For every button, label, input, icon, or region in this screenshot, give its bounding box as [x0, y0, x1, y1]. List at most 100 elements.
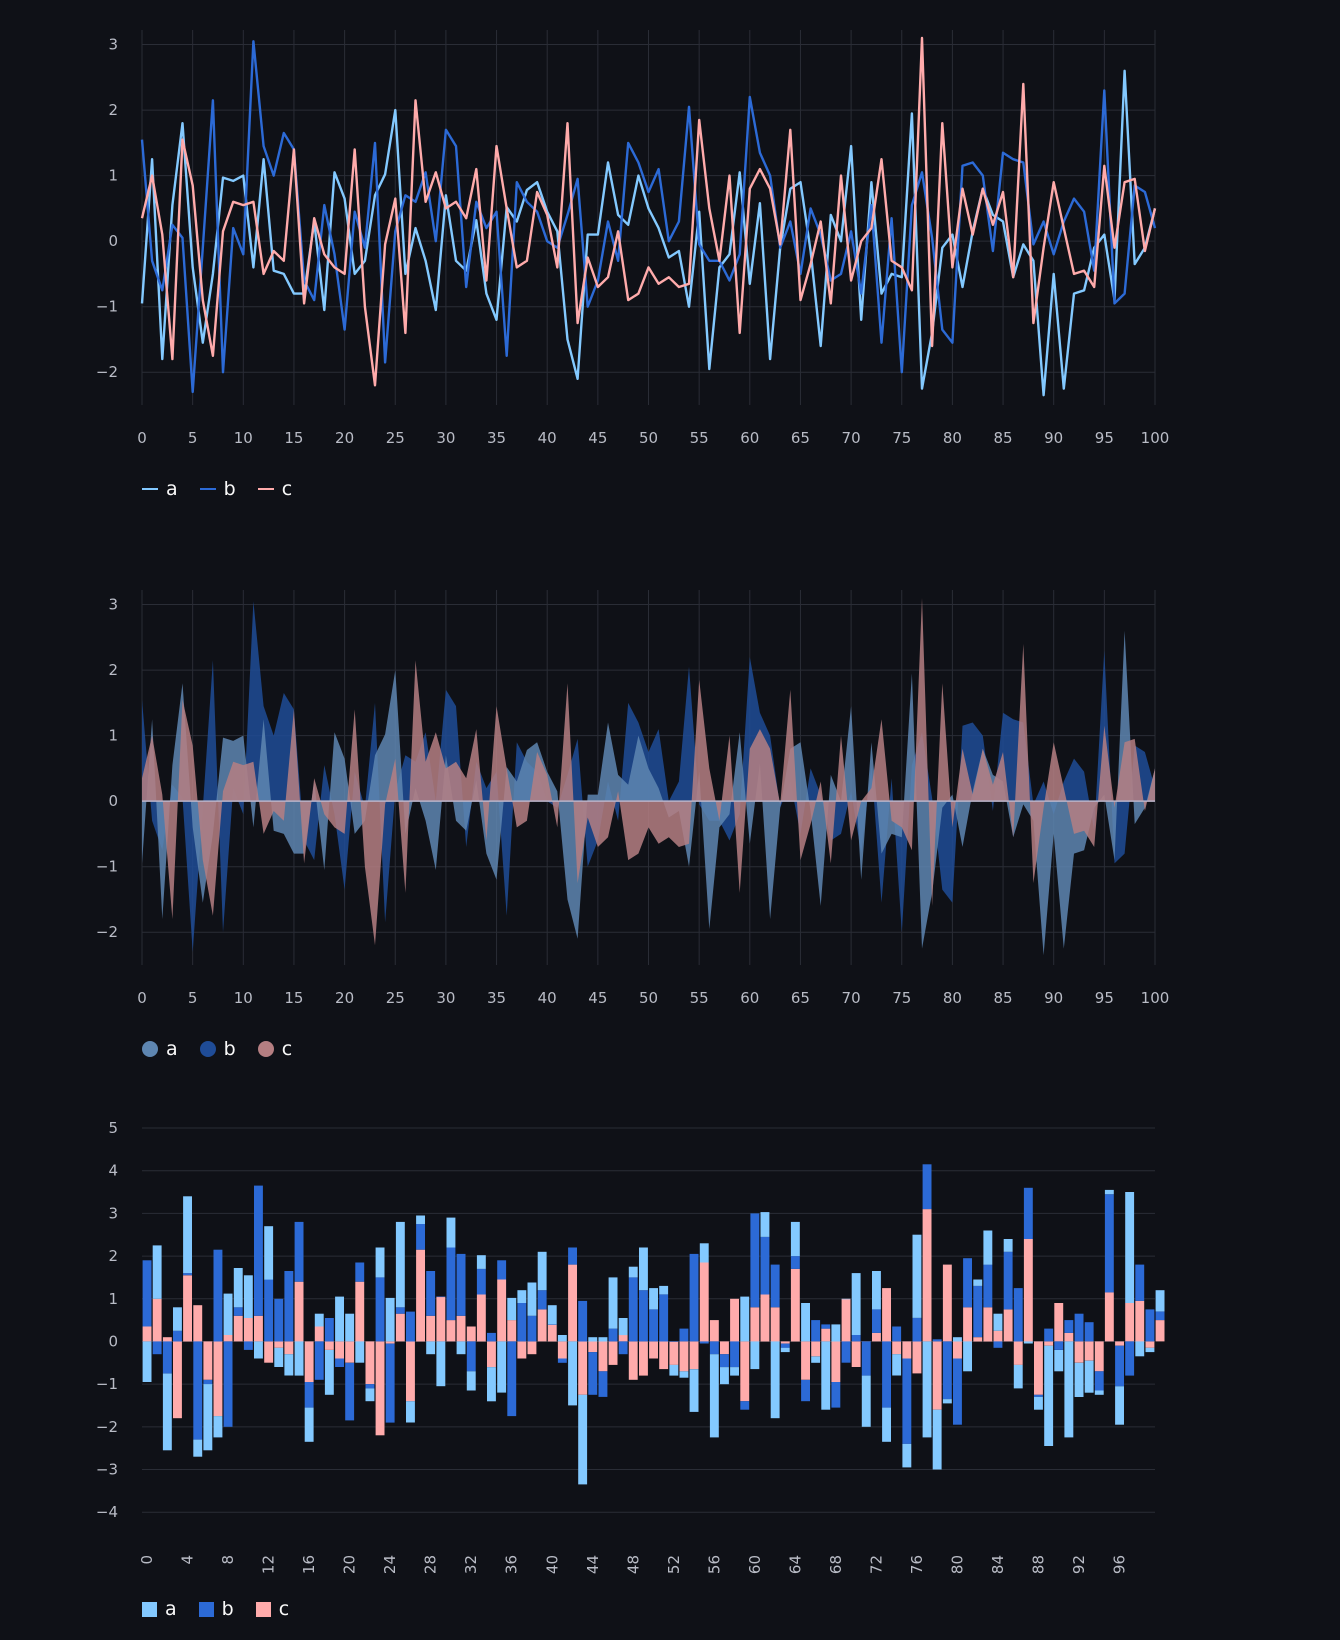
bar-segment-c [385, 1341, 395, 1344]
bar-segment-b [456, 1253, 466, 1316]
bar-segment-b [243, 1341, 253, 1350]
bar-segment-c [770, 1307, 780, 1342]
x-tick-label: 30 [436, 989, 455, 1007]
x-tick-label: 44 [584, 1555, 602, 1574]
y-tick-label: −3 [96, 1461, 118, 1479]
x-tick-label: 15 [284, 989, 303, 1007]
bar-segment-a [1023, 1341, 1033, 1344]
bar-segment-b [851, 1335, 861, 1342]
bar-segment-c [1135, 1300, 1145, 1342]
bar-segment-c [730, 1298, 739, 1342]
bar-segment-c [699, 1262, 709, 1342]
bar-segment-a [912, 1234, 922, 1318]
x-tick-label: 36 [503, 1555, 521, 1574]
legend-item-c[interactable]: c [257, 1038, 293, 1060]
bar-segment-b [1104, 1194, 1114, 1293]
bar-segment-c [1023, 1239, 1033, 1342]
x-tick-label: 85 [994, 429, 1013, 447]
x-tick-label: 45 [588, 429, 607, 447]
bar-segment-b [872, 1309, 881, 1333]
bar-segment-c [1155, 1320, 1165, 1342]
y-tick-label: −2 [96, 363, 118, 381]
x-tick-label: 20 [335, 989, 354, 1007]
bar-segment-b [709, 1341, 719, 1355]
bar-segment-a [831, 1324, 841, 1342]
legend-label: c [281, 1038, 293, 1060]
bar-segment-c [304, 1341, 314, 1382]
bar-segment-b [841, 1341, 851, 1363]
line-legend: a b c [142, 478, 292, 500]
bar-segment-b [932, 1339, 942, 1342]
x-tick-label: 52 [665, 1555, 683, 1574]
bar-segment-c [517, 1341, 527, 1359]
bar-segment-a [426, 1341, 436, 1355]
bar-segment-c [628, 1341, 638, 1380]
bar-segment-a [1034, 1396, 1043, 1410]
bar-segment-a [507, 1297, 517, 1321]
bar-segment-a [173, 1307, 182, 1331]
bar-segment-b [557, 1358, 567, 1363]
bar-segment-a [152, 1245, 162, 1299]
bar-segment-a [1135, 1341, 1145, 1357]
bar-segment-b [426, 1271, 436, 1316]
bar-segment-b [406, 1311, 415, 1342]
legend-item-b[interactable]: b [198, 1598, 234, 1620]
bar-segment-c [1044, 1341, 1054, 1346]
y-tick-label: −1 [96, 858, 118, 876]
bar-segment-c [324, 1341, 334, 1350]
bar-segment-b [608, 1328, 618, 1342]
legend-item-c[interactable]: c [255, 1598, 289, 1620]
bar-segment-c [142, 1326, 152, 1342]
x-tick-label: 40 [538, 989, 557, 1007]
x-tick-label: 32 [462, 1555, 480, 1574]
legend-item-a[interactable]: a [142, 478, 178, 500]
bar-segment-b [1023, 1187, 1033, 1239]
legend-label: c [281, 478, 293, 500]
x-tick-label: 65 [791, 989, 810, 1007]
legend-item-c[interactable]: c [257, 478, 293, 500]
legend-item-a[interactable]: a [142, 1598, 177, 1620]
bar-segment-b [861, 1341, 871, 1376]
bar-segment-a [568, 1341, 577, 1406]
bar-segment-a [882, 1407, 891, 1442]
bar-segment-c [750, 1307, 760, 1342]
bar-segment-a [993, 1313, 1003, 1331]
bar-segment-b [203, 1379, 213, 1385]
bar-segment-a [1094, 1390, 1104, 1395]
legend-swatch-c [257, 488, 274, 490]
bar-segment-b [942, 1341, 952, 1399]
bar-segment-c [851, 1341, 861, 1367]
bar-segment-a [1084, 1360, 1094, 1393]
bar-segment-b [466, 1341, 476, 1372]
bar-segment-c [669, 1341, 679, 1365]
bar-segment-c [426, 1315, 436, 1342]
bar-segment-b [162, 1341, 172, 1374]
bar-segment-b [882, 1341, 891, 1408]
legend-swatch-b [199, 488, 216, 490]
bar-segment-b [649, 1309, 658, 1342]
legend-item-a[interactable]: a [142, 1038, 178, 1060]
x-tick-label: 30 [436, 429, 455, 447]
x-tick-label: 45 [588, 989, 607, 1007]
x-tick-label: 10 [234, 429, 253, 447]
bar-segment-a [254, 1341, 263, 1359]
y-tick-label: 0 [108, 232, 118, 250]
x-tick-label: 68 [827, 1555, 845, 1574]
bar-segment-b [770, 1264, 780, 1308]
legend-item-b[interactable]: b [199, 478, 236, 500]
bar-segment-b [284, 1271, 294, 1342]
bar-segment-b [740, 1401, 750, 1410]
bar-segment-c [152, 1298, 162, 1342]
bar-segment-b [760, 1236, 770, 1295]
bar-segment-a [983, 1230, 993, 1265]
x-tick-label: 55 [690, 429, 709, 447]
x-tick-label: 15 [284, 429, 303, 447]
bar-segment-a [790, 1221, 800, 1257]
x-tick-label: 96 [1111, 1555, 1129, 1574]
bar-segment-a [264, 1226, 274, 1280]
legend-item-b[interactable]: b [199, 1038, 236, 1060]
bar-segment-b [801, 1379, 810, 1402]
